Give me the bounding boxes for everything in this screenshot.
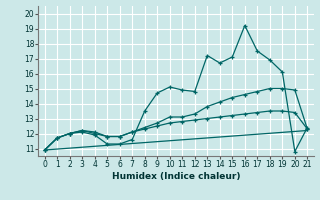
X-axis label: Humidex (Indice chaleur): Humidex (Indice chaleur) — [112, 172, 240, 181]
